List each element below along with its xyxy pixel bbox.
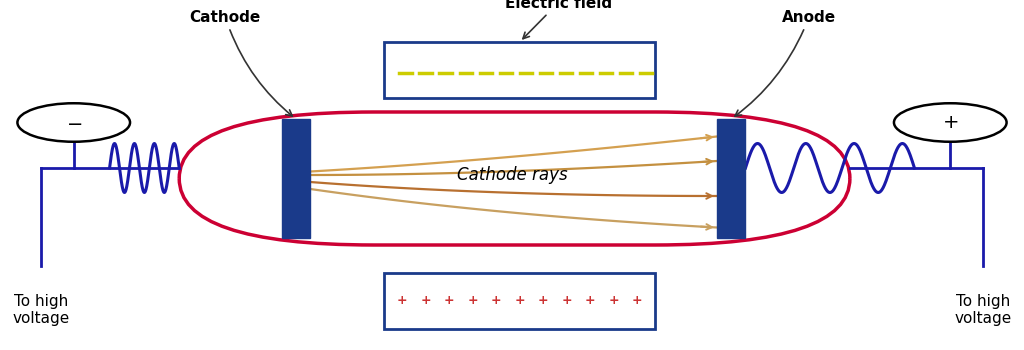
Bar [717,119,745,238]
Text: Cathode: Cathode [189,9,292,116]
Text: Anode: Anode [735,9,836,116]
Text: +: + [444,294,455,308]
Text: $+$: $+$ [942,113,958,132]
Bar [384,42,655,98]
Text: Cathode rays: Cathode rays [457,166,567,184]
Text: +: + [561,294,571,308]
Text: To high
voltage: To high voltage [954,294,1012,327]
Text: +: + [538,294,549,308]
Text: $-$: $-$ [66,113,82,132]
Text: To high
voltage: To high voltage [12,294,70,327]
Text: +: + [397,294,408,308]
Bar [384,273,655,329]
Text: +: + [514,294,525,308]
Text: +: + [608,294,618,308]
Bar [282,119,310,238]
Text: +: + [421,294,431,308]
Text: Electric field: Electric field [505,0,611,39]
Text: +: + [490,294,502,308]
Text: +: + [468,294,478,308]
Text: +: + [585,294,595,308]
Text: +: + [632,294,642,308]
